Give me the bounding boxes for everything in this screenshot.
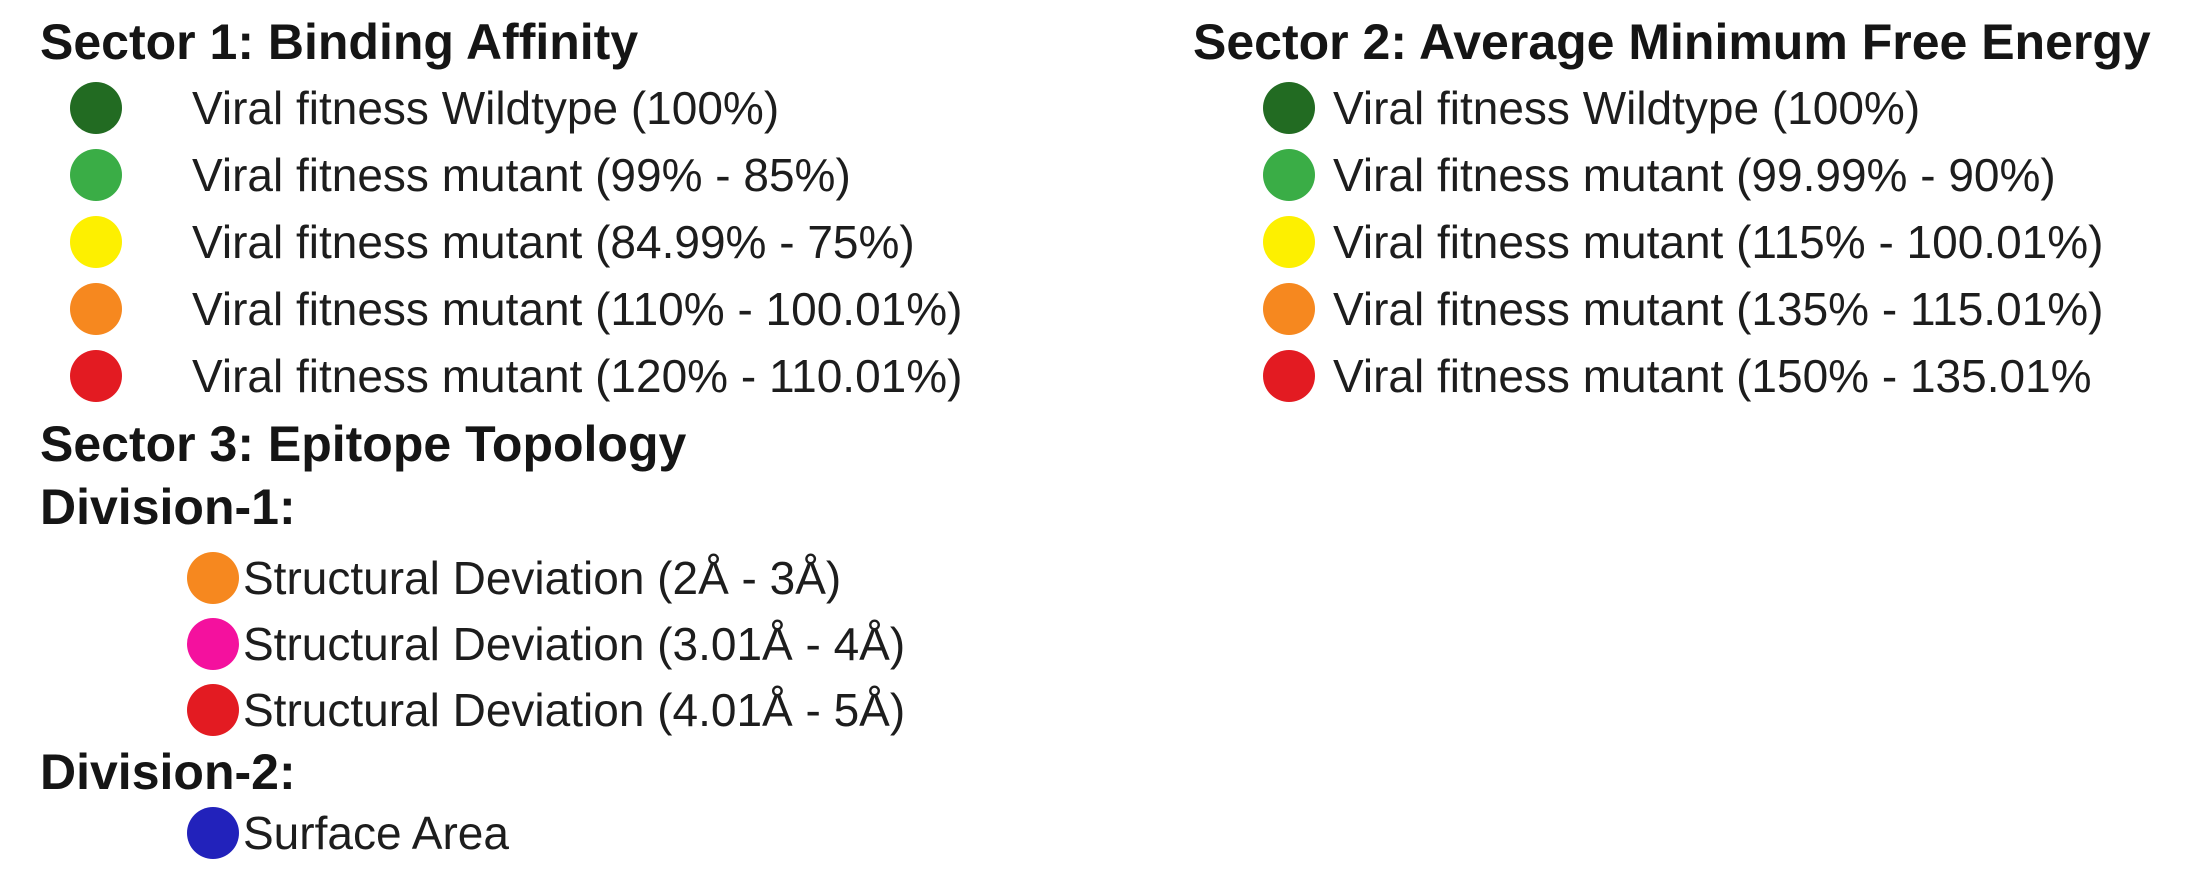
orange-dot-icon [70,282,122,335]
legend-item-label: Viral fitness mutant (115% - 100.01%) [1333,215,2104,268]
legend-item-label: Structural Deviation (3.01Å - 4Å) [243,618,906,670]
sector2-legend-list: Viral fitness Wildtype (100%) Viral fitn… [1263,74,2103,409]
legend-item: Structural Deviation (4.01Å - 5Å) [187,677,905,743]
legend-item: Structural Deviation (2Å - 3Å) [187,545,905,611]
blue-dot-icon [187,807,239,859]
legend-item: Viral fitness mutant (99% - 85%) [0,141,962,208]
legend-item: Viral fitness Wildtype (100%) [0,74,962,141]
yellow-dot-icon [1263,215,1315,268]
dark-green-dot-icon [1263,81,1315,134]
dark-green-dot-icon [70,81,122,134]
red-dot-icon [70,349,122,402]
legend-item-label: Viral fitness mutant (84.99% - 75%) [192,215,915,268]
division1-title: Division-1: [40,479,296,535]
division1-legend-list: Structural Deviation (2Å - 3Å) Structura… [187,545,905,743]
legend-item-label: Viral fitness mutant (135% - 115.01%) [1333,282,2104,335]
legend-item-label: Structural Deviation (2Å - 3Å) [243,552,842,604]
legend-item-label: Structural Deviation (4.01Å - 5Å) [243,684,906,736]
sector1-title: Sector 1: Binding Affinity [40,14,639,70]
division2-legend-list: Surface Area [187,800,509,866]
legend-item: Viral fitness mutant (110% - 100.01%) [0,275,962,342]
legend-item: Viral fitness mutant (99.99% - 90%) [1263,141,2103,208]
yellow-dot-icon [70,215,122,268]
legend-item-label: Viral fitness mutant (150% - 135.01% [1333,349,2092,402]
legend-item: Viral fitness Wildtype (100%) [1263,74,2103,141]
magenta-dot-icon [187,618,239,670]
red-dot-icon [1263,349,1315,402]
sector1-legend-list: Viral fitness Wildtype (100%) Viral fitn… [0,74,962,409]
legend-item: Viral fitness mutant (135% - 115.01%) [1263,275,2103,342]
green-dot-icon [1263,148,1315,201]
legend-item-label: Viral fitness mutant (99% - 85%) [192,148,851,201]
legend-item-label: Viral fitness mutant (120% - 110.01%) [192,349,963,402]
legend-item-label: Viral fitness Wildtype (100%) [192,81,780,134]
legend-item-label: Surface Area [243,807,509,859]
red-dot-icon [187,684,239,736]
orange-dot-icon [1263,282,1315,335]
legend-item-label: Viral fitness Wildtype (100%) [1333,81,1921,134]
legend-item: Structural Deviation (3.01Å - 4Å) [187,611,905,677]
legend-item: Surface Area [187,800,509,866]
sector2-title: Sector 2: Average Minimum Free Energy [1193,14,2151,70]
division2-title: Division-2: [40,744,296,800]
orange-dot-icon [187,552,239,604]
sector3-title: Sector 3: Epitope Topology [40,416,687,472]
green-dot-icon [70,148,122,201]
legend-item: Viral fitness mutant (150% - 135.01% [1263,342,2103,409]
legend-item: Viral fitness mutant (120% - 110.01%) [0,342,962,409]
legend-item: Viral fitness mutant (115% - 100.01%) [1263,208,2103,275]
legend-item-label: Viral fitness mutant (99.99% - 90%) [1333,148,2056,201]
legend-item: Viral fitness mutant (84.99% - 75%) [0,208,962,275]
legend-item-label: Viral fitness mutant (110% - 100.01%) [192,282,963,335]
